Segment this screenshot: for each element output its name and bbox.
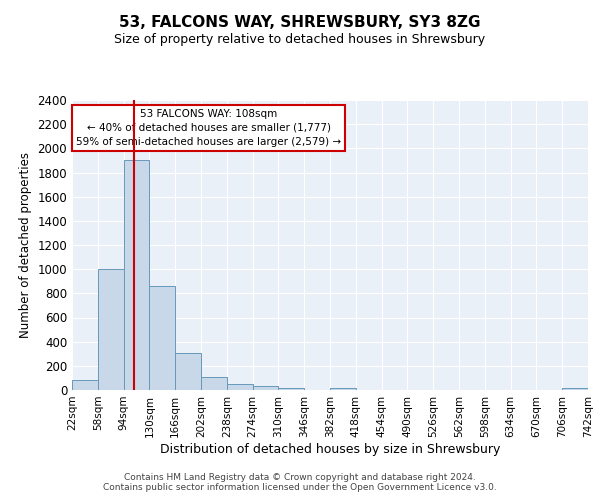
Bar <box>98 269 124 390</box>
Bar <box>330 388 356 390</box>
Bar <box>201 376 227 390</box>
Bar <box>253 386 278 390</box>
Bar <box>175 352 201 390</box>
Bar <box>149 286 175 390</box>
Text: Size of property relative to detached houses in Shrewsbury: Size of property relative to detached ho… <box>115 32 485 46</box>
Text: Contains HM Land Registry data © Crown copyright and database right 2024.
Contai: Contains HM Land Registry data © Crown c… <box>103 473 497 492</box>
Bar <box>278 388 304 390</box>
Bar <box>72 380 98 390</box>
X-axis label: Distribution of detached houses by size in Shrewsbury: Distribution of detached houses by size … <box>160 442 500 456</box>
Bar <box>227 384 253 390</box>
Text: 53 FALCONS WAY: 108sqm
← 40% of detached houses are smaller (1,777)
59% of semi-: 53 FALCONS WAY: 108sqm ← 40% of detached… <box>76 108 341 146</box>
Bar <box>562 388 588 390</box>
Bar <box>124 160 149 390</box>
Text: 53, FALCONS WAY, SHREWSBURY, SY3 8ZG: 53, FALCONS WAY, SHREWSBURY, SY3 8ZG <box>119 15 481 30</box>
Y-axis label: Number of detached properties: Number of detached properties <box>19 152 32 338</box>
